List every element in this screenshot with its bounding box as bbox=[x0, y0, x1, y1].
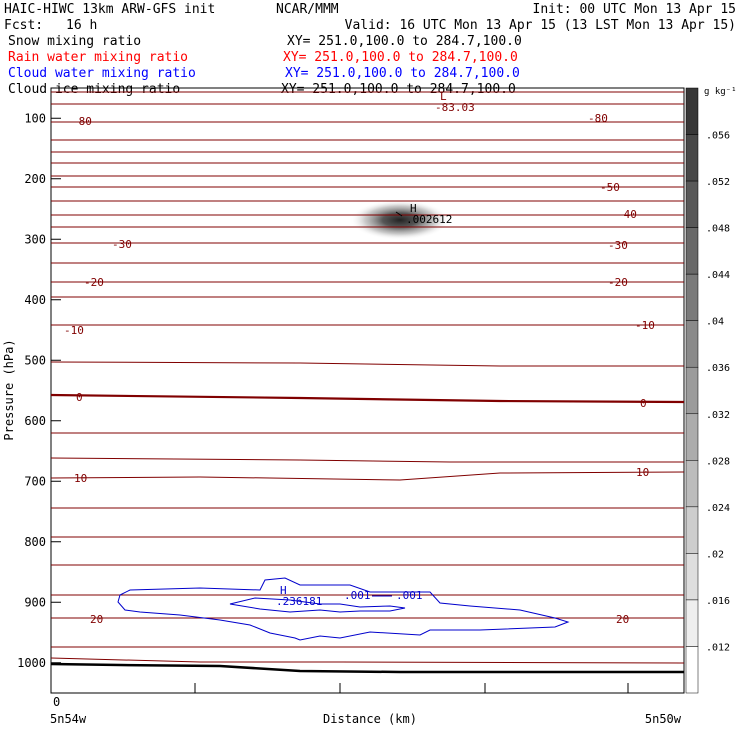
high-marker-cloud-water: H bbox=[280, 584, 287, 597]
colorbar-segment bbox=[685, 320, 699, 368]
header: HAIC-HIWC 13km ARW-GFS init NCAR/MMM Ini… bbox=[4, 2, 736, 97]
colorbar-segment bbox=[685, 180, 699, 228]
x-axis-title: Distance (km) bbox=[323, 712, 417, 726]
y-tick-label: 800 bbox=[24, 535, 46, 549]
colorbar-tick-label: .012 bbox=[706, 642, 730, 653]
isotherm-label: -30 bbox=[112, 238, 132, 251]
field-name-rain: Rain water mixing ratio bbox=[8, 50, 188, 65]
colorbar-tick-label: .02 bbox=[706, 549, 724, 560]
colorbar-segment bbox=[685, 87, 699, 135]
colorbar-segment bbox=[685, 460, 699, 508]
field-xy-snow: XY= 251.0,100.0 to 284.7,100.0 bbox=[287, 34, 522, 49]
isotherm-label: -80 bbox=[72, 115, 92, 128]
isotherm-label: 20 bbox=[90, 613, 103, 626]
x-axis bbox=[194, 683, 629, 693]
colorbar-segment bbox=[685, 273, 699, 321]
y-tick-label: 700 bbox=[24, 474, 46, 488]
colorbar-tick-label: .056 bbox=[706, 131, 730, 142]
isotherm-label: -30 bbox=[608, 239, 628, 252]
y-tick-label: 500 bbox=[24, 353, 46, 367]
isotherm-line bbox=[50, 361, 684, 367]
extrema-labels: L H .002612 H .236181 .001 .001 bbox=[276, 90, 452, 608]
colorbar-tick-label: .036 bbox=[706, 363, 730, 374]
snow-max-tick bbox=[395, 211, 403, 217]
cloud-water-contour-label: .001 bbox=[396, 589, 423, 602]
isotherm-line bbox=[50, 457, 684, 463]
y-tick-label: 100 bbox=[24, 111, 46, 125]
isotherm-line bbox=[50, 393, 685, 404]
field-name-cloud-ice: Cloud ice mixing ratio bbox=[8, 82, 180, 97]
cloud-water-contour-label: .001 bbox=[344, 589, 371, 602]
y-axis-title: Pressure (hPa) bbox=[2, 339, 16, 440]
colorbar-unit: g kg⁻¹ bbox=[704, 87, 737, 97]
isotherm-label: 10 bbox=[74, 472, 87, 485]
cloud-water-contours bbox=[117, 577, 570, 641]
field-xy-cloud-ice: XY= 251.0,100.0 to 284.7,100.0 bbox=[281, 82, 516, 97]
organization-label: NCAR/MMM bbox=[276, 2, 339, 17]
colorbar-segment bbox=[685, 506, 699, 554]
isotherm-label: -80 bbox=[588, 112, 608, 125]
forecast-hour: 16 h bbox=[66, 18, 97, 33]
colorbar-tick-label: .04 bbox=[706, 317, 724, 328]
field-xy-rain: XY= 251.0,100.0 to 284.7,100.0 bbox=[283, 50, 518, 65]
colorbar-segment bbox=[685, 366, 699, 415]
colorbar-segment bbox=[685, 227, 699, 275]
init-time: Init: 00 UTC Mon 13 Apr 15 bbox=[533, 2, 737, 17]
y-tick-label: 300 bbox=[24, 232, 46, 246]
colorbar-tick-label: .028 bbox=[706, 456, 730, 467]
colorbar-segment bbox=[685, 553, 699, 601]
valid-time: Valid: 16 UTC Mon 13 Apr 15 (13 LST Mon … bbox=[345, 18, 736, 33]
isotherm-label: 20 bbox=[616, 613, 629, 626]
isotherm-label: -50 bbox=[600, 181, 620, 194]
field-xy-cloud-water: XY= 251.0,100.0 to 284.7,100.0 bbox=[285, 66, 520, 81]
cloud-water-contour-inner bbox=[229, 597, 406, 613]
isotherm-label: -40 bbox=[617, 208, 637, 221]
field-name-cloud-water: Cloud water mixing ratio bbox=[8, 66, 196, 81]
field-name-snow: Snow mixing ratio bbox=[8, 34, 141, 49]
colorbar-tick-label: .016 bbox=[706, 596, 730, 607]
isotherm-label: 0 bbox=[640, 397, 647, 410]
colorbar-tick-label: .052 bbox=[706, 177, 730, 188]
y-tick-label: 400 bbox=[24, 293, 46, 307]
low-marker: L bbox=[440, 90, 447, 103]
snow-shading bbox=[350, 200, 450, 240]
model-title: HAIC-HIWC 13km ARW-GFS init bbox=[4, 2, 215, 17]
terrain-line bbox=[50, 662, 684, 674]
snow-max-value: .002612 bbox=[406, 213, 452, 226]
isotherm-line bbox=[50, 471, 685, 481]
y-axis: 100 200 300 400 500 600 700 800 900 1000 bbox=[17, 111, 61, 670]
colorbar-tick-label: .032 bbox=[706, 410, 730, 421]
isotherm-label: -83.03 bbox=[435, 101, 475, 114]
plot-frame bbox=[50, 87, 685, 694]
temperature-contours bbox=[50, 91, 685, 664]
y-tick-label: 600 bbox=[24, 414, 46, 428]
colorbar-tick-label: .048 bbox=[706, 224, 730, 235]
x-axis-origin: 0 bbox=[53, 695, 60, 709]
cloud-water-contour-outer bbox=[117, 577, 570, 641]
colorbar-segment bbox=[685, 134, 699, 182]
colorbar-segment bbox=[685, 413, 699, 461]
y-tick-label: 900 bbox=[24, 595, 46, 609]
colorbar-tick-label: .044 bbox=[706, 270, 730, 281]
contour-labels: -80 -80 -83.03 -50 -40 -30 -30 -20 -20 -… bbox=[64, 101, 655, 626]
isotherm-label: -10 bbox=[635, 319, 655, 332]
colorbar-segment bbox=[685, 646, 699, 694]
forecast-label: Fcst: bbox=[4, 18, 43, 33]
y-tick-label: 1000 bbox=[17, 656, 46, 670]
isotherm-line bbox=[50, 657, 685, 664]
high-marker-snow: H bbox=[410, 202, 417, 215]
isotherm-label: -20 bbox=[608, 276, 628, 289]
isotherm-label: 0 bbox=[76, 391, 83, 404]
colorbar-segment bbox=[685, 599, 699, 647]
colorbar: .056 .052 .048 .044 .04 .036 .032 .028 .024 .02 .0… bbox=[685, 87, 730, 694]
x-axis-left-label: 5n54w bbox=[50, 712, 87, 726]
isotherm-label: -10 bbox=[64, 324, 84, 337]
x-axis-right-label: 5n50w bbox=[645, 712, 682, 726]
isotherm-label: 10 bbox=[636, 466, 649, 479]
colorbar-tick-label: .024 bbox=[706, 503, 730, 514]
isotherm-label: -20 bbox=[84, 276, 104, 289]
cloud-water-max-value: .236181 bbox=[276, 595, 322, 608]
y-tick-label: 200 bbox=[24, 172, 46, 186]
